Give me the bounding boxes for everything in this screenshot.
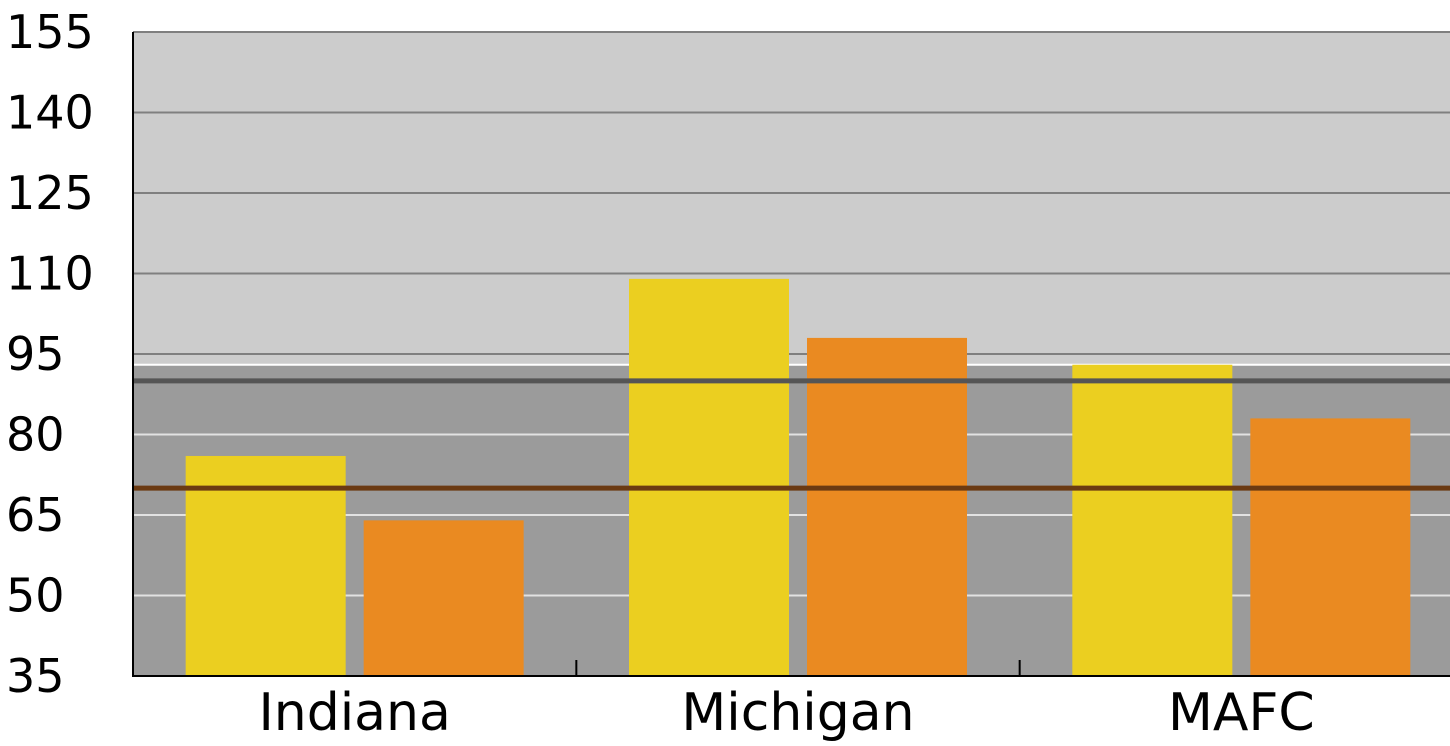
bar <box>629 278 789 676</box>
background-band <box>133 32 1450 365</box>
x-category-label: Indiana <box>258 683 450 743</box>
y-tick-label: 35 <box>6 649 65 703</box>
y-tick-label: 50 <box>6 569 65 623</box>
axes <box>132 32 1450 677</box>
bar <box>185 455 346 676</box>
bars <box>185 278 1411 676</box>
y-tick-label: 110 <box>6 247 94 301</box>
y-tick-label: 155 <box>6 5 94 59</box>
y-tick-label: 65 <box>6 488 65 542</box>
bar <box>1072 364 1233 676</box>
bar <box>363 520 524 676</box>
y-tick-label: 125 <box>6 166 94 220</box>
reference-lines <box>133 378 1450 491</box>
bar <box>1250 418 1411 676</box>
bar <box>807 337 967 676</box>
y-tick-label: 140 <box>6 86 94 140</box>
x-category-label: MAFC <box>1168 683 1315 743</box>
x-category-labels: Indiana Michigan MAFC <box>258 683 1314 743</box>
y-tick-label: 80 <box>6 408 65 462</box>
y-tick-label: 95 <box>6 327 65 381</box>
x-category-label: Michigan <box>681 683 914 743</box>
y-tick-labels: 35 50 65 80 95 110 125 140 155 <box>6 5 94 703</box>
